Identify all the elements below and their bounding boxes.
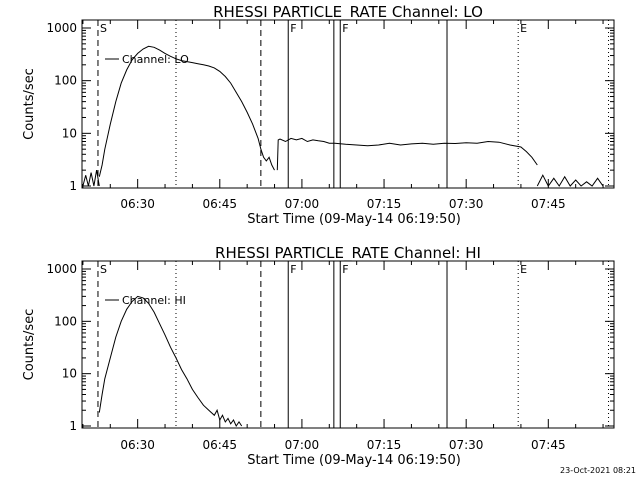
event-marker-label: E	[520, 22, 527, 35]
event-marker-label: F	[290, 263, 296, 276]
x-tick-label: 07:15	[367, 438, 402, 452]
event-marker-label: S	[100, 263, 107, 276]
x-tick-label: 07:00	[285, 197, 320, 211]
y-tick-label: 10	[62, 126, 77, 140]
legend-label: Channel: HI	[122, 294, 186, 307]
x-tick-label: 06:30	[120, 438, 155, 452]
series-line	[82, 170, 100, 187]
y-tick-label: 1000	[46, 21, 77, 35]
x-tick-label: 07:45	[531, 197, 566, 211]
event-marker-label: F	[342, 263, 348, 276]
y-tick-label: 10	[62, 367, 77, 381]
y-tick-label: 1000	[46, 262, 77, 276]
y-tick-label: 1	[69, 419, 77, 433]
y-axis-label: Counts/sec	[22, 309, 37, 381]
x-axis-label: Start Time (09-May-14 06:19:50)	[247, 212, 461, 227]
series-line	[276, 137, 538, 171]
y-tick-label: 100	[54, 74, 77, 88]
legend-label: Channel: LO	[122, 53, 189, 66]
y-axis-label: Counts/sec	[22, 68, 37, 140]
event-marker-label: F	[290, 22, 296, 35]
event-marker-label: S	[100, 22, 107, 35]
series-line	[98, 295, 243, 428]
x-tick-label: 07:00	[285, 438, 320, 452]
x-tick-label: 07:15	[367, 197, 402, 211]
x-tick-label: 07:45	[531, 438, 566, 452]
event-marker-label: F	[342, 22, 348, 35]
y-tick-label: 100	[54, 314, 77, 328]
series-line	[536, 174, 604, 187]
x-axis-label: Start Time (09-May-14 06:19:50)	[247, 453, 461, 468]
event-marker-label: E	[520, 263, 527, 276]
plot-frame	[81, 260, 615, 429]
y-tick-label: 1	[69, 179, 77, 193]
footer-timestamp: 23-Oct-2021 08:21	[560, 466, 636, 475]
series-line	[98, 45, 275, 177]
plot-frame	[81, 19, 615, 189]
chart-title: RHESSI PARTICLE_RATE Channel: HI	[215, 244, 481, 263]
x-tick-label: 07:30	[449, 438, 484, 452]
chart-lo-channel: RHESSI PARTICLE_RATE Channel: LO 1 10 100 10…	[22, 3, 615, 227]
chart-title: RHESSI PARTICLE_RATE Channel: LO	[213, 3, 483, 22]
x-tick-label: 06:45	[202, 438, 237, 452]
chart-hi-channel: RHESSI PARTICLE_RATE Channel: HI 1 10 100 10…	[22, 244, 615, 468]
x-tick-label: 07:30	[449, 197, 484, 211]
x-tick-label: 06:30	[120, 197, 155, 211]
x-tick-label: 06:45	[202, 197, 237, 211]
